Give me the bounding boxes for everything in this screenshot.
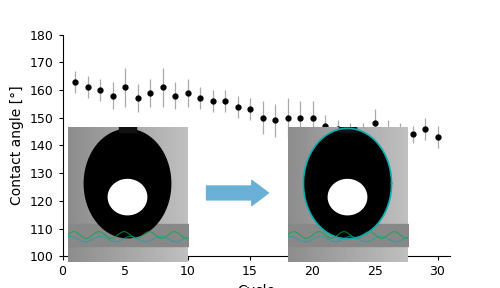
FancyArrowPatch shape bbox=[206, 181, 268, 205]
Polygon shape bbox=[119, 123, 136, 132]
Polygon shape bbox=[339, 123, 356, 132]
Y-axis label: Contact angle [°]: Contact angle [°] bbox=[10, 86, 24, 205]
Polygon shape bbox=[304, 129, 390, 238]
X-axis label: Cycle: Cycle bbox=[238, 284, 275, 288]
Polygon shape bbox=[108, 179, 146, 215]
Polygon shape bbox=[328, 179, 366, 215]
Polygon shape bbox=[84, 129, 170, 238]
